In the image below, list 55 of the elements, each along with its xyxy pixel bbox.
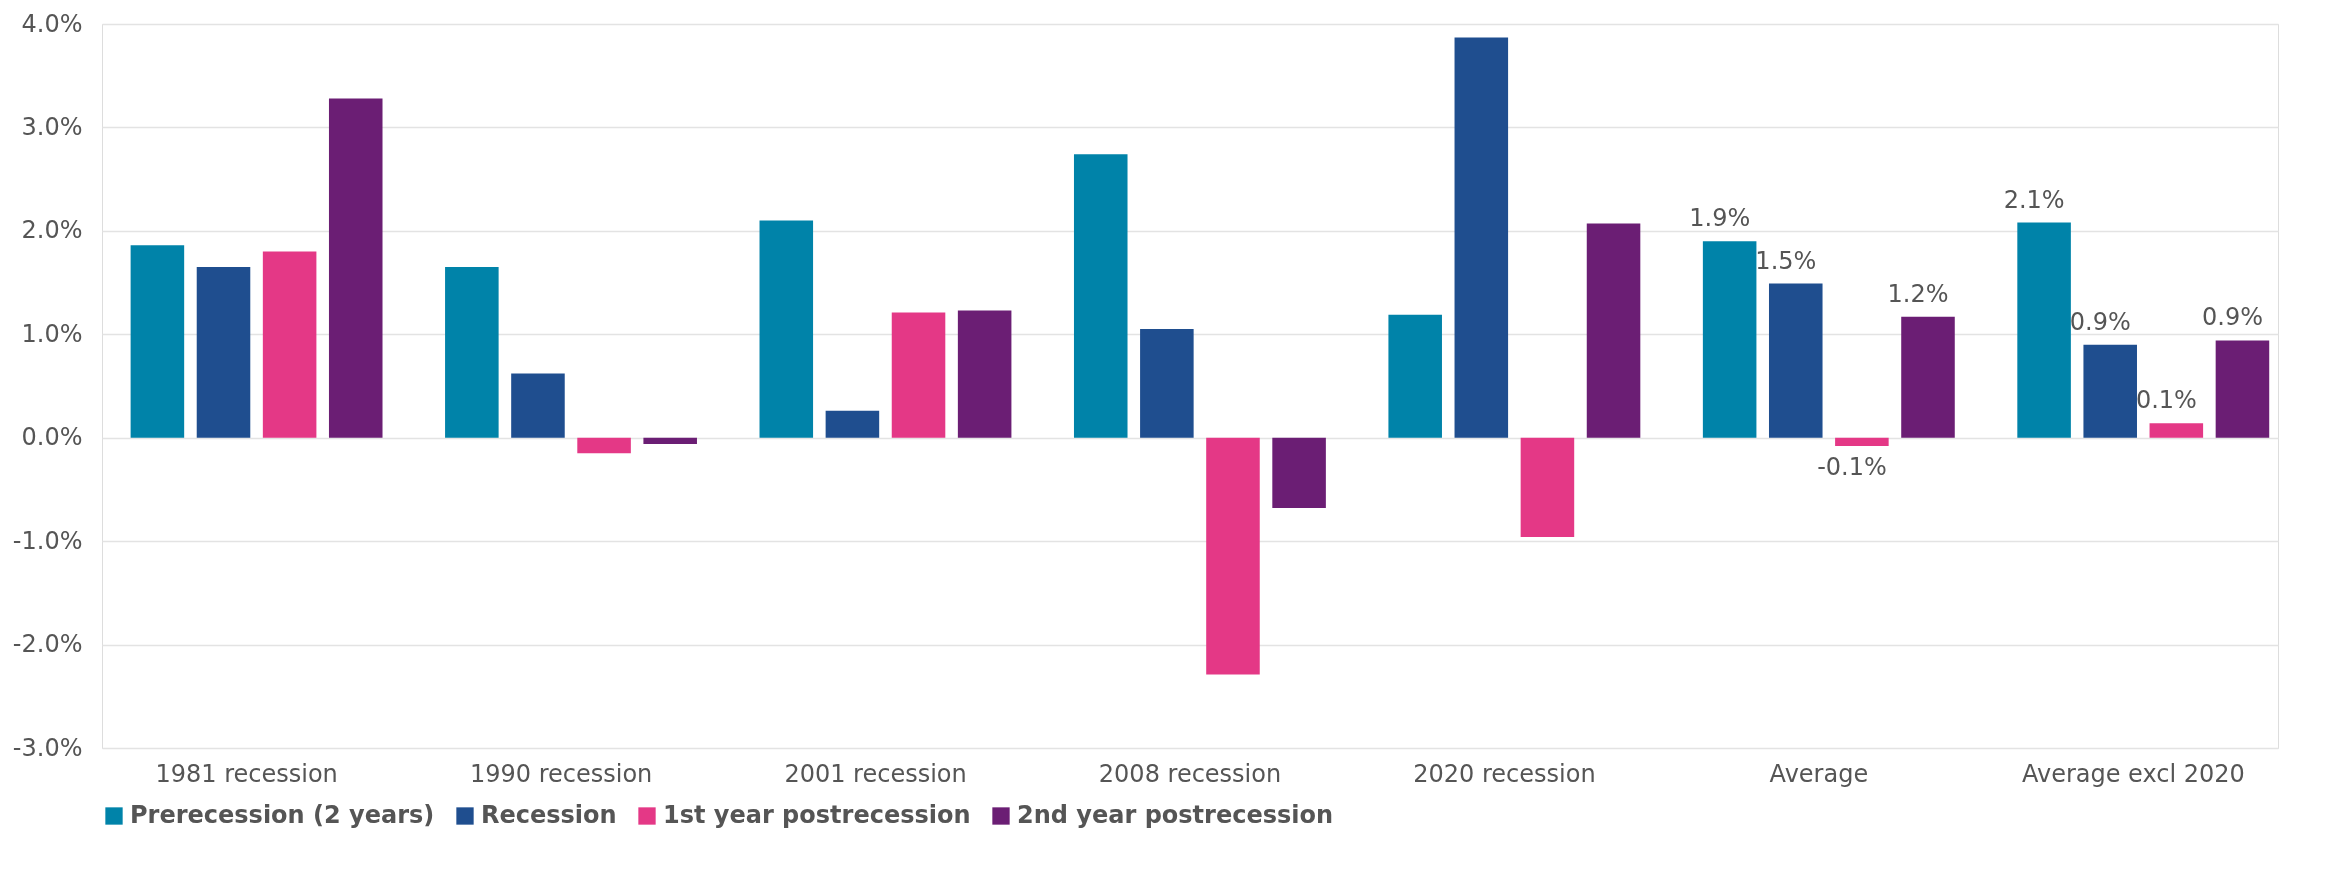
x-tick-label: 1981 recession	[155, 759, 338, 788]
data-label: 2.1%	[2003, 185, 2065, 214]
legend-label: Prerecession (2 years)	[130, 801, 435, 829]
bar	[1454, 37, 1509, 438]
legend-label: 1st year postrecession	[663, 801, 971, 829]
legend-label: Recession	[481, 801, 617, 829]
bar	[891, 312, 946, 438]
legend-label: 2nd year postrecession	[1017, 801, 1334, 829]
y-tick-label: 0.0%	[21, 423, 83, 452]
y-tick-label: -1.0%	[12, 526, 83, 555]
bar	[577, 437, 631, 454]
bar	[1586, 223, 1641, 438]
y-tick-label: -3.0%	[12, 733, 83, 762]
y-tick-label: 2.0%	[21, 216, 83, 245]
x-tick-label: 2008 recession	[1098, 759, 1282, 788]
y-tick-label: 3.0%	[21, 112, 83, 141]
bar	[262, 251, 317, 438]
bar	[1901, 316, 1955, 438]
bar	[2215, 340, 2270, 438]
y-tick-label: 1.0%	[21, 319, 83, 348]
data-label: -0.1%	[1817, 452, 1887, 481]
bar	[1388, 314, 1442, 438]
bar	[825, 410, 880, 438]
bar	[1140, 329, 1194, 438]
bar	[2149, 423, 2204, 438]
bar	[957, 310, 1012, 438]
bar	[1768, 283, 1823, 438]
data-label: 0.9%	[2202, 303, 2264, 332]
bar	[1073, 154, 1128, 438]
data-label: 1.9%	[1689, 204, 1751, 233]
bar	[759, 220, 814, 438]
bar	[196, 267, 251, 438]
y-tick-label: 4.0%	[21, 9, 83, 38]
data-label: 0.9%	[2069, 307, 2131, 336]
x-tick-label: 2020 recession	[1413, 759, 1596, 788]
bar	[1206, 437, 1260, 675]
bar	[445, 267, 499, 438]
x-tick-label: 1990 recession	[469, 759, 653, 788]
bar	[328, 98, 383, 438]
data-label: 1.5%	[1755, 246, 1817, 275]
bar	[130, 245, 185, 438]
bar	[511, 373, 565, 438]
data-label: 0.1%	[2135, 386, 2197, 415]
bar	[1835, 437, 1889, 446]
x-tick-label: Average excl 2020	[2021, 759, 2245, 788]
bar	[2017, 222, 2071, 438]
x-tick-label: 2001 recession	[784, 759, 967, 788]
bar	[643, 437, 697, 444]
data-label: 1.2%	[1887, 279, 1949, 308]
bar	[1272, 437, 1326, 509]
bar	[2083, 344, 2137, 438]
x-tick-label: Average	[1769, 759, 1869, 788]
y-tick-label: -2.0%	[12, 630, 83, 659]
bar	[1520, 437, 1575, 538]
bar	[1702, 241, 1757, 438]
